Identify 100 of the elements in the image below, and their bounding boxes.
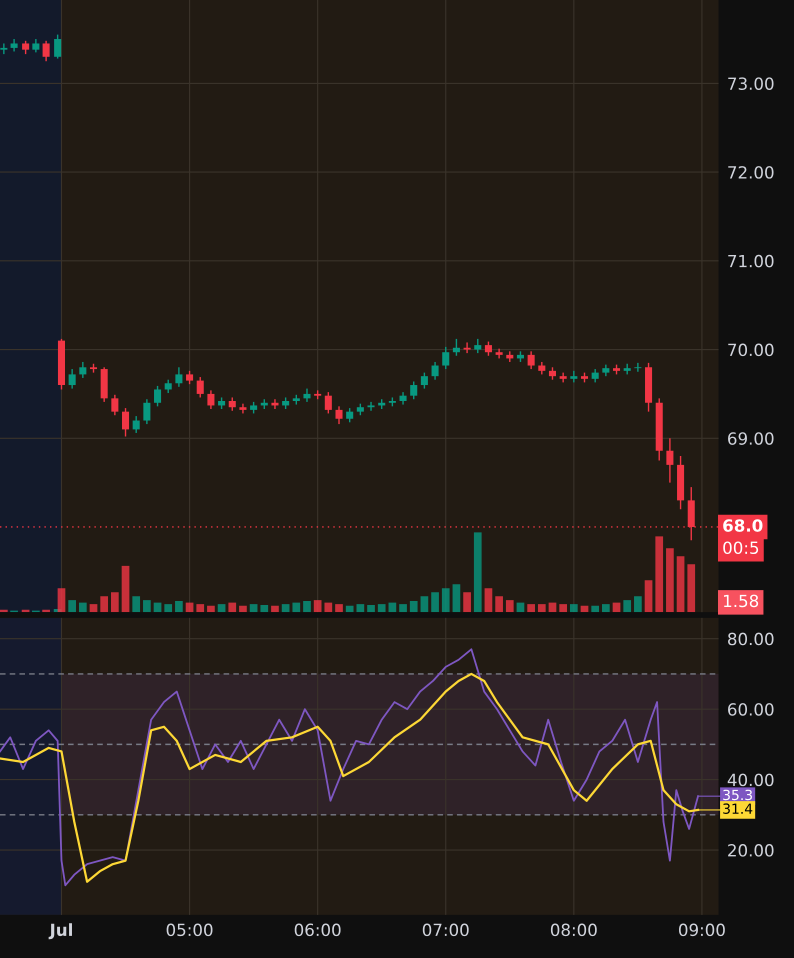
bar bbox=[538, 604, 546, 612]
candlestick bbox=[624, 363, 631, 376]
bar bbox=[143, 600, 151, 612]
candlestick bbox=[474, 338, 482, 354]
x-tick-label: 09:00 bbox=[679, 924, 725, 936]
bar bbox=[676, 556, 684, 612]
candlestick bbox=[260, 398, 268, 410]
candlestick bbox=[506, 350, 514, 363]
bar bbox=[388, 602, 396, 612]
ref-line-label: 68.0 bbox=[723, 519, 762, 532]
bar bbox=[516, 602, 524, 612]
candlestick bbox=[303, 388, 311, 403]
bar bbox=[250, 604, 258, 612]
candlestick bbox=[324, 391, 332, 414]
candlestick bbox=[484, 340, 492, 356]
bar bbox=[442, 588, 450, 612]
bar bbox=[452, 584, 460, 612]
bar bbox=[655, 536, 664, 612]
candlestick bbox=[54, 34, 62, 60]
bar bbox=[580, 606, 588, 612]
candlestick bbox=[143, 398, 150, 425]
y-tick-label: 73.00 bbox=[728, 77, 774, 90]
candlestick bbox=[228, 396, 236, 412]
bar bbox=[602, 604, 610, 612]
candlestick bbox=[207, 390, 214, 410]
y-tick-label: 71.00 bbox=[728, 254, 774, 268]
candlestick bbox=[22, 40, 30, 55]
candlestick bbox=[218, 396, 226, 410]
candlestick bbox=[335, 406, 343, 425]
bar bbox=[570, 604, 578, 612]
y-tick-label: 72.00 bbox=[728, 166, 774, 179]
y-tick-label: 69.00 bbox=[728, 432, 774, 445]
bar bbox=[228, 602, 236, 612]
bar bbox=[100, 596, 108, 612]
candlestick bbox=[68, 368, 76, 390]
y-tick-label: 60.00 bbox=[728, 703, 774, 716]
bar bbox=[164, 604, 172, 612]
candlestick bbox=[516, 350, 524, 363]
bar bbox=[196, 604, 204, 612]
bar bbox=[175, 600, 183, 612]
bar bbox=[303, 600, 311, 612]
candlestick bbox=[496, 348, 503, 360]
bar bbox=[431, 592, 439, 612]
candlestick bbox=[410, 380, 418, 400]
candlestick bbox=[420, 372, 428, 390]
bar bbox=[239, 606, 247, 612]
bar bbox=[644, 580, 652, 612]
candlestick bbox=[175, 366, 182, 388]
bar bbox=[506, 600, 514, 612]
candlestick bbox=[560, 372, 567, 384]
bar bbox=[623, 600, 632, 612]
candlestick bbox=[548, 366, 556, 380]
bar bbox=[666, 548, 674, 612]
bar bbox=[260, 604, 268, 612]
text: 1.58 bbox=[724, 594, 758, 608]
candlestick bbox=[356, 402, 364, 416]
candlestick bbox=[613, 364, 620, 376]
candlestick bbox=[292, 394, 300, 406]
candlestick bbox=[432, 361, 439, 380]
bar bbox=[378, 604, 386, 612]
bar bbox=[474, 532, 482, 612]
bar bbox=[591, 606, 600, 612]
bar bbox=[132, 596, 140, 612]
bar bbox=[548, 602, 556, 612]
candlestick bbox=[592, 368, 599, 384]
candlestick bbox=[196, 376, 204, 398]
candlestick bbox=[32, 38, 40, 54]
bar bbox=[186, 602, 194, 612]
bar bbox=[154, 602, 162, 612]
candlestick bbox=[122, 407, 130, 438]
candlestick bbox=[154, 385, 162, 408]
candlestick bbox=[132, 415, 140, 434]
candlestick bbox=[282, 396, 290, 410]
bar bbox=[687, 564, 696, 612]
bar bbox=[68, 600, 76, 612]
bar bbox=[292, 602, 300, 612]
annotation: 31.4 bbox=[723, 803, 752, 814]
candlestick bbox=[442, 346, 450, 370]
candlestick bbox=[79, 361, 86, 379]
candlestick bbox=[452, 338, 460, 356]
candlestick bbox=[186, 370, 194, 385]
y-tick-label: 70.00 bbox=[728, 344, 774, 356]
bar bbox=[90, 604, 98, 612]
y-tick-label: 80.00 bbox=[728, 632, 774, 646]
bar bbox=[367, 604, 375, 612]
candlestick bbox=[10, 38, 18, 52]
bar bbox=[495, 596, 503, 612]
bar bbox=[346, 606, 354, 612]
bar bbox=[111, 592, 119, 612]
bar bbox=[634, 596, 642, 612]
x-tick-label: Jul bbox=[48, 923, 72, 940]
x-tick-label: 05:00 bbox=[166, 924, 212, 936]
bar bbox=[410, 600, 418, 612]
candlestick bbox=[580, 372, 588, 384]
candlestick bbox=[666, 438, 674, 484]
candlestick bbox=[164, 379, 172, 394]
x-tick-label: 08:00 bbox=[550, 924, 597, 936]
x-tick-label: 06:00 bbox=[294, 924, 341, 936]
x-tick-label: 07:00 bbox=[422, 924, 469, 936]
candlestick bbox=[400, 391, 407, 406]
